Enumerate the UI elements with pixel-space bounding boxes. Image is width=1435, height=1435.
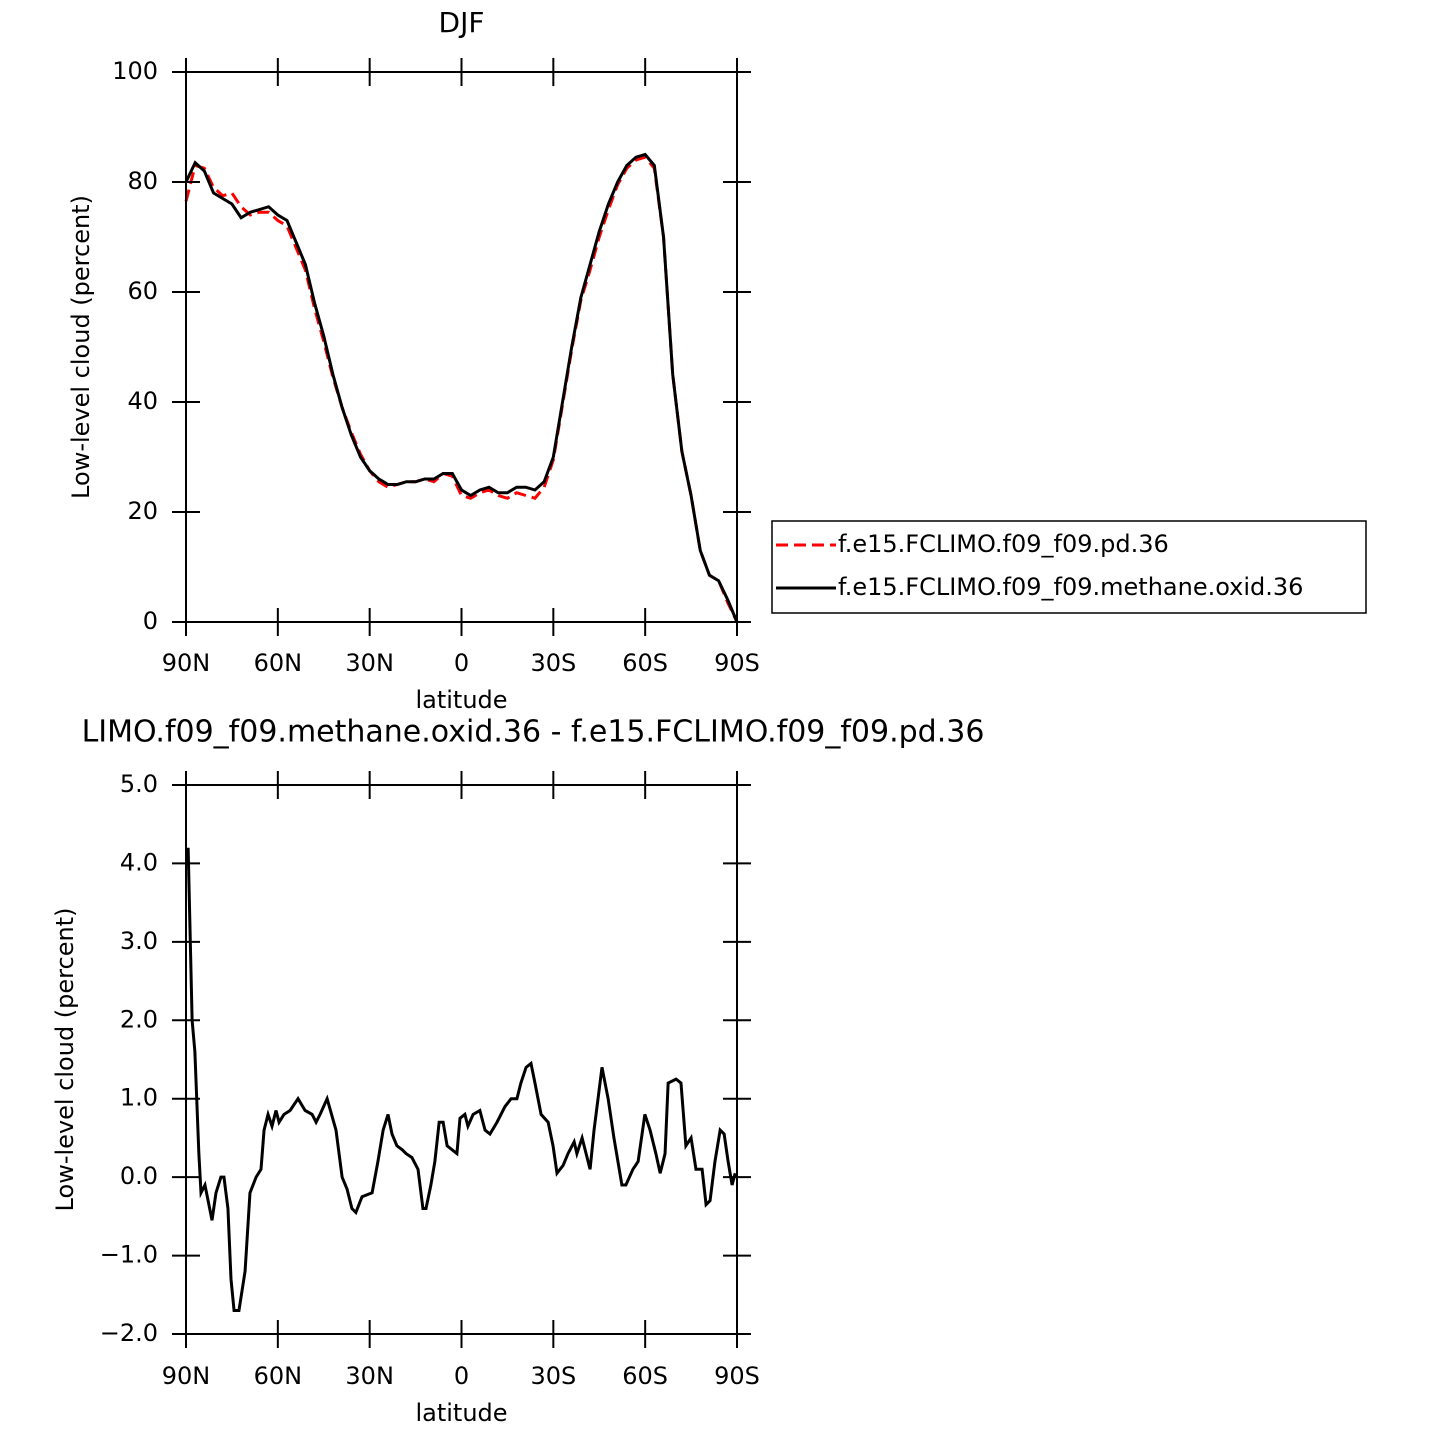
y-axis-label: Low-level cloud (percent)	[67, 195, 95, 499]
y-tick-label: 3.0	[120, 927, 158, 955]
y-tick-label: 80	[127, 167, 158, 195]
y-tick-label: 20	[127, 497, 158, 525]
x-tick-label: 60N	[254, 649, 303, 677]
x-tick-label: 90N	[162, 1362, 211, 1390]
legend-label: f.e15.FCLIMO.f09_f09.pd.36	[838, 530, 1169, 558]
legend-box	[771, 520, 1367, 614]
y-tick-label: 0.0	[120, 1162, 158, 1190]
y-tick-label: 1.0	[120, 1084, 158, 1112]
y-tick-label: 60	[127, 277, 158, 305]
y-tick-label: 0	[143, 607, 158, 635]
y-axis-label: Low-level cloud (percent)	[51, 908, 79, 1212]
x-tick-label: 0	[454, 1362, 469, 1390]
x-axis-label: latitude	[415, 686, 507, 714]
y-tick-label: 100	[112, 57, 158, 85]
x-tick-label: 60N	[254, 1362, 303, 1390]
plot-frame	[185, 784, 738, 1335]
y-tick-label: −2.0	[100, 1319, 158, 1347]
x-tick-label: 0	[454, 649, 469, 677]
x-tick-label: 30S	[530, 1362, 576, 1390]
chart-title: LIMO.f09_f09.methane.oxid.36 - f.e15.FCL…	[82, 715, 985, 750]
x-tick-label: 30S	[530, 649, 576, 677]
chart-title: DJF	[439, 6, 485, 39]
plot-frame	[185, 71, 738, 623]
x-axis-label: latitude	[415, 1399, 507, 1427]
y-tick-label: 5.0	[120, 770, 158, 798]
x-tick-label: 90S	[714, 649, 760, 677]
data-line	[184, 155, 739, 623]
y-tick-label: 4.0	[120, 848, 158, 876]
data-line	[184, 152, 739, 623]
x-tick-label: 90N	[162, 649, 211, 677]
data-line	[186, 847, 737, 1312]
x-tick-label: 30N	[345, 1362, 394, 1390]
y-tick-label: 2.0	[120, 1005, 158, 1033]
y-tick-label: 40	[127, 387, 158, 415]
y-tick-label: −1.0	[100, 1241, 158, 1269]
x-tick-label: 60S	[622, 649, 668, 677]
x-tick-label: 30N	[345, 649, 394, 677]
x-tick-label: 60S	[622, 1362, 668, 1390]
x-tick-label: 90S	[714, 1362, 760, 1390]
legend-label: f.e15.FCLIMO.f09_f09.methane.oxid.36	[838, 573, 1303, 601]
